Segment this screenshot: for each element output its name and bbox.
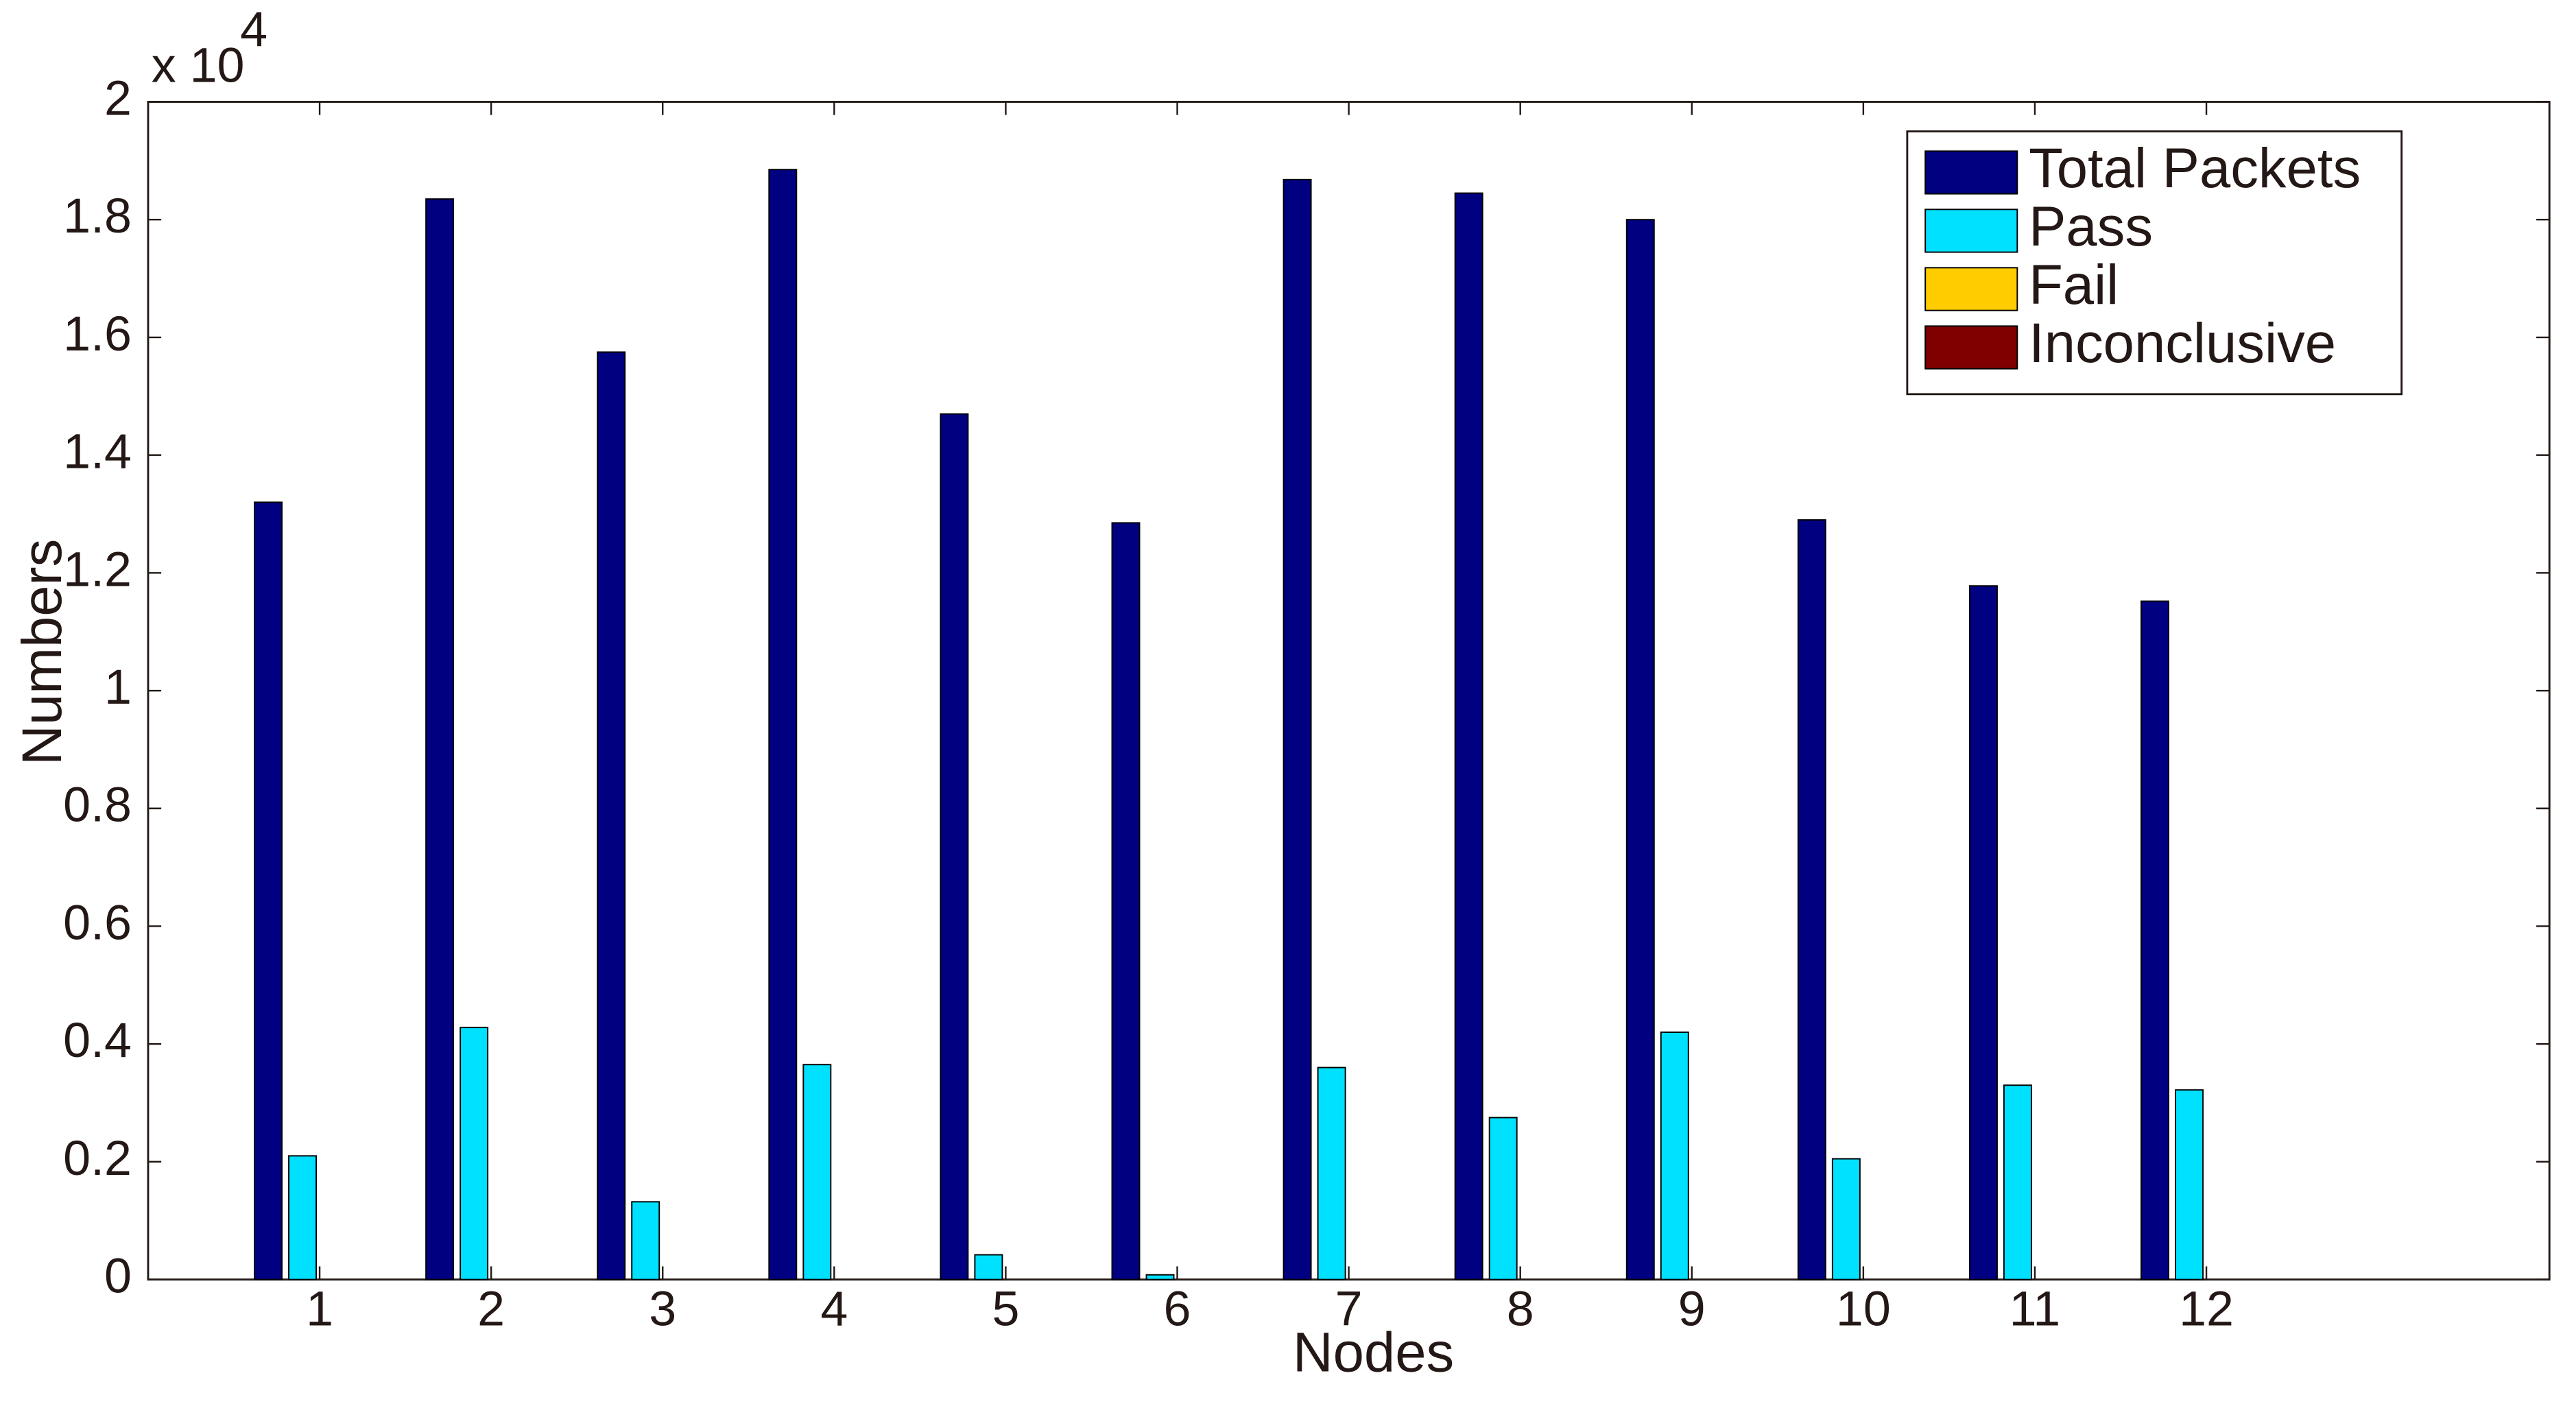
- bar: [768, 169, 798, 1280]
- bar: [1831, 1158, 1861, 1280]
- bar: [1317, 1067, 1346, 1280]
- y-tick-label: 1.2: [63, 542, 132, 597]
- x-axis-label: Nodes: [1293, 1322, 1454, 1384]
- bar: [2140, 600, 2170, 1280]
- y-multiplier-exponent: 4: [240, 2, 267, 57]
- legend-label: Fail: [2029, 254, 2119, 316]
- y-axis-label: Numbers: [11, 539, 73, 765]
- bar: [254, 501, 283, 1280]
- bar: [2175, 1089, 2204, 1280]
- bar: [1660, 1032, 1689, 1280]
- legend-label: Inconclusive: [2029, 312, 2336, 374]
- bar: [425, 198, 455, 1280]
- legend-swatch: [1924, 267, 2018, 311]
- legend-label: Pass: [2029, 195, 2153, 258]
- bar: [940, 413, 969, 1280]
- x-tick-label: 11: [2009, 1281, 2061, 1336]
- bar: [2003, 1084, 2032, 1280]
- y-tick-label: 0.2: [63, 1131, 132, 1186]
- y-tick-label: 2: [104, 71, 132, 126]
- y-tick-label: 1: [104, 660, 132, 715]
- y-tick-label: 0.6: [63, 895, 132, 950]
- bar: [1625, 219, 1655, 1280]
- x-tick-label: 7: [1335, 1281, 1363, 1336]
- x-tick-label: 9: [1678, 1281, 1706, 1336]
- y-tick-label: 1.8: [63, 189, 132, 243]
- y-tick-label: 1.6: [63, 307, 132, 361]
- bar: [802, 1064, 832, 1280]
- x-tick-label: 2: [477, 1281, 505, 1336]
- x-tick-label: 6: [1164, 1281, 1191, 1336]
- x-tick-label: 1: [306, 1281, 333, 1336]
- x-tick-label: 3: [649, 1281, 676, 1336]
- bar: [631, 1201, 660, 1280]
- legend-swatch: [1924, 208, 2018, 253]
- y-multiplier: x 10: [152, 38, 245, 93]
- y-tick-label: 0: [104, 1249, 132, 1304]
- bar: [1283, 178, 1312, 1280]
- bar: [1145, 1274, 1175, 1280]
- bar: [460, 1027, 489, 1280]
- bar: [1968, 585, 1998, 1280]
- y-tick-label: 0.4: [63, 1013, 132, 1068]
- bar: [288, 1155, 318, 1280]
- legend-swatch: [1924, 325, 2018, 370]
- bar: [597, 351, 626, 1280]
- y-tick-label: 0.8: [63, 778, 132, 833]
- y-tick-label: 1.4: [63, 425, 132, 479]
- bar: [1454, 192, 1483, 1280]
- bar: [1488, 1117, 1518, 1280]
- bar: [1111, 522, 1141, 1280]
- x-tick-label: 12: [2179, 1281, 2234, 1336]
- legend-label: Total Packets: [2029, 137, 2361, 200]
- x-tick-label: 5: [992, 1281, 1019, 1336]
- x-tick-label: 4: [820, 1281, 848, 1336]
- x-tick-label: 8: [1507, 1281, 1534, 1336]
- legend-swatch: [1924, 150, 2018, 195]
- x-tick-label: 10: [1836, 1281, 1891, 1336]
- bar: [974, 1254, 1003, 1280]
- bar: [1797, 519, 1826, 1280]
